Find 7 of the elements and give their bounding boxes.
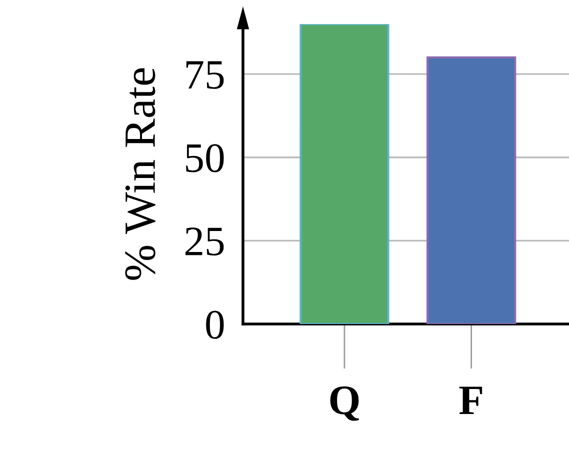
- y-tick-label: 0: [206, 310, 224, 339]
- y-axis-title: % Win Rate: [125, 68, 156, 280]
- y-tick-label: 50: [186, 144, 224, 172]
- x-tick-label: F: [459, 386, 482, 414]
- y-tick-label: 75: [186, 61, 224, 89]
- y-tick-label: 25: [185, 228, 224, 256]
- x-tick-label: Q: [330, 386, 359, 421]
